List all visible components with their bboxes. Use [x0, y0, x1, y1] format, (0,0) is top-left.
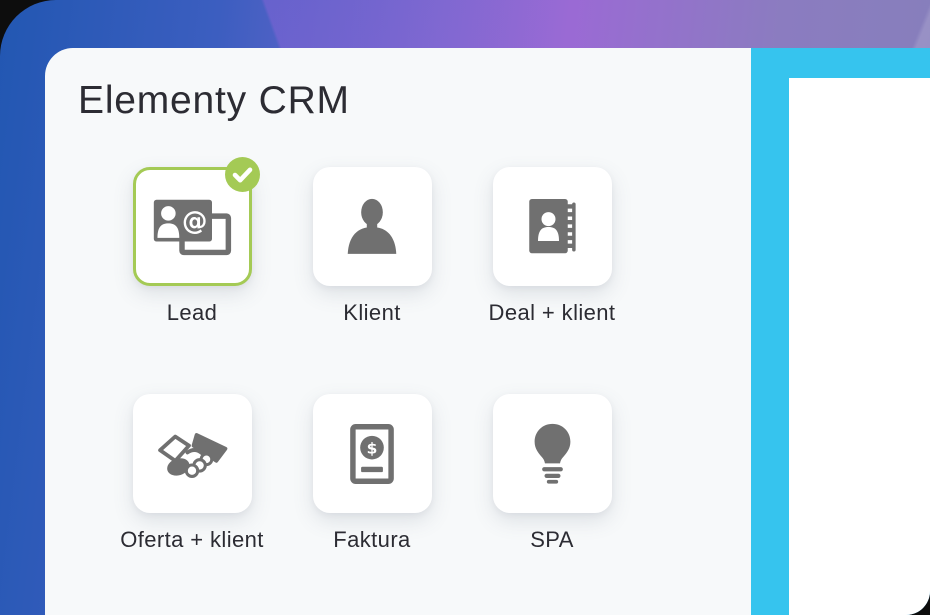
tile-faktura[interactable]	[312, 394, 432, 513]
content-panel	[789, 78, 930, 615]
crm-elements-card: Elementy CRM Lead	[45, 48, 751, 615]
tile-spa[interactable]	[492, 394, 612, 513]
tile-label-oferta-klient: Oferta + klient	[120, 527, 264, 552]
tile-cell: Lead	[102, 157, 282, 326]
tile-cell: SPA	[462, 394, 642, 553]
tile-label-lead: Lead	[166, 300, 218, 325]
page-title: Elementy CRM	[78, 79, 350, 122]
tile-deal-klient[interactable]	[492, 167, 612, 286]
tile-cell: Klient	[282, 167, 462, 326]
tile-label-klient: Klient	[343, 300, 401, 325]
tile-label-spa: SPA	[530, 527, 574, 552]
person-icon	[346, 198, 398, 256]
tile-cell: Faktura	[282, 394, 462, 553]
tile-cell: Deal + klient	[462, 167, 642, 326]
selected-check-icon	[224, 157, 260, 192]
tile-lead[interactable]	[132, 157, 260, 286]
tile-klient[interactable]	[312, 167, 432, 286]
tile-cell: Oferta + klient	[102, 394, 282, 553]
tile-label-faktura: Faktura	[333, 527, 411, 552]
handshake-icon	[154, 427, 230, 481]
contact-card-icon	[152, 197, 232, 257]
tile-oferta-klient[interactable]	[132, 394, 252, 513]
tile-grid: Lead Klient	[102, 157, 642, 553]
invoice-icon	[349, 424, 395, 484]
address-book-icon	[524, 197, 580, 257]
tile-label-deal-klient: Deal + klient	[488, 300, 616, 325]
lightbulb-icon	[531, 422, 574, 486]
